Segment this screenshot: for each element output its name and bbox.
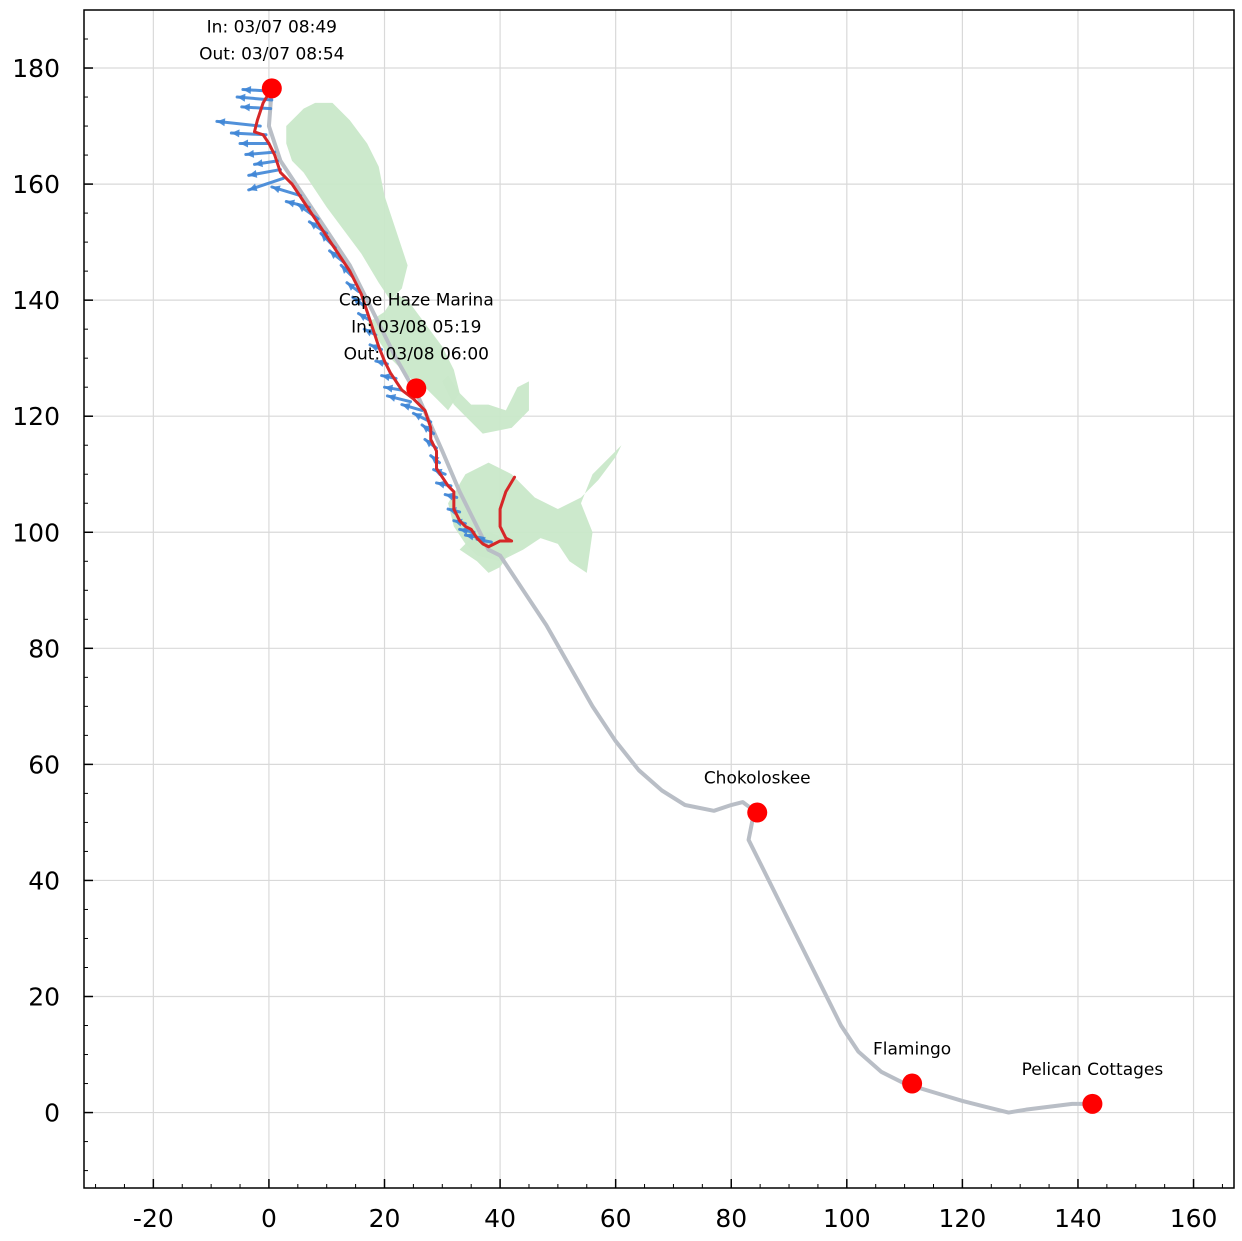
wind-arrow-head (401, 402, 411, 411)
y-tick-label: 20 (28, 983, 60, 1012)
wind-arrow-head (241, 103, 250, 112)
land-polygon (367, 294, 460, 411)
stop-marker (261, 78, 282, 99)
wind-arrow-head (216, 118, 226, 127)
wind-arrow-head (364, 329, 374, 337)
y-tick-label: 60 (28, 750, 60, 779)
y-tick-label: 0 (44, 1099, 60, 1128)
actual-track-line (252, 86, 517, 549)
wind-arrow-head (465, 532, 474, 541)
actual-track (252, 86, 517, 549)
wind-arrow-head (248, 183, 258, 192)
y-tick-label: 40 (28, 866, 60, 895)
x-tick-label: 100 (823, 1204, 871, 1233)
stop-marker (747, 802, 768, 823)
stop-label: In: 03/07 08:49 (207, 17, 337, 37)
x-tick-label: 80 (715, 1204, 747, 1233)
stop-label: Chokoloskee (704, 769, 811, 789)
wind-arrow-head (248, 170, 258, 178)
y-tick-label: 120 (12, 402, 60, 431)
wind-arrow-head (370, 344, 379, 352)
wind-arrow-head (375, 359, 385, 367)
x-tick-label: -20 (133, 1204, 174, 1233)
wind-arrow-head (271, 185, 281, 194)
stop-marker (1082, 1093, 1103, 1114)
stop-marker (406, 378, 427, 399)
y-tick-label: 180 (12, 54, 60, 83)
land-polygon (442, 375, 529, 434)
wind-arrow-head (320, 233, 330, 242)
stop-label: Flamingo (873, 1040, 951, 1060)
wind-arrow-head (309, 221, 319, 230)
axes: -20 0 20 40 60 80 100 120 140 160 0 20 40 60 80 100 120 1… (12, 9, 1235, 1233)
wind-arrow-head (245, 149, 255, 158)
wind-arrow-head (286, 199, 295, 208)
wind-arrow-head (384, 384, 394, 393)
wind-arrow-head (240, 139, 249, 148)
gridlines (84, 10, 1234, 1188)
wind-arrow-head (352, 297, 362, 306)
x-tick-label: 60 (600, 1204, 632, 1233)
stop-annotations: In: 03/07 08:49 Out: 03/07 08:54 Cape Haze… (199, 17, 1163, 1080)
y-tick-label: 80 (28, 634, 60, 663)
wind-arrow-head (297, 204, 307, 213)
wind-arrow-head (237, 93, 246, 102)
stop-label: In: 03/08 05:19 (351, 317, 481, 337)
stop-markers (261, 78, 1103, 1114)
stop-marker (902, 1073, 923, 1094)
y-tick-label: 160 (12, 170, 60, 199)
wind-arrow-head (254, 159, 263, 168)
y-tick-label: 100 (12, 518, 60, 547)
stop-label: Pelican Cottages (1022, 1060, 1164, 1080)
wind-arrow-head (436, 480, 446, 489)
y-tick-label: 140 (12, 286, 60, 315)
wind-arrow-head (358, 313, 368, 322)
plot-frame (83, 9, 1235, 1189)
stop-label: Cape Haze Marina (339, 290, 494, 310)
wind-arrow-head (459, 527, 469, 535)
wind-arrow-head (381, 373, 391, 382)
wind-arrow-head (445, 492, 454, 501)
planned-route (266, 86, 1095, 1115)
x-tick-label: 40 (484, 1204, 516, 1233)
x-tick-label: 120 (939, 1204, 987, 1233)
x-tick-label: 20 (369, 1204, 401, 1233)
wind-arrow-head (413, 413, 423, 421)
x-tick-label: 160 (1170, 1204, 1218, 1233)
wind-arrow-head (422, 424, 431, 433)
stop-label: Out: 03/08 06:00 (344, 344, 489, 364)
wind-arrow-head (242, 85, 252, 94)
land-polygon (286, 102, 408, 301)
x-tick-label: 140 (1054, 1204, 1102, 1233)
wind-arrow-head (346, 282, 356, 291)
wind-arrow-head (341, 265, 350, 274)
planned-route-line (266, 86, 1095, 1115)
x-tick-label: 0 (261, 1204, 277, 1233)
stop-label: Out: 03/07 08:54 (199, 44, 344, 64)
wind-arrow-head (387, 393, 397, 402)
wind-arrow-head (231, 129, 240, 138)
